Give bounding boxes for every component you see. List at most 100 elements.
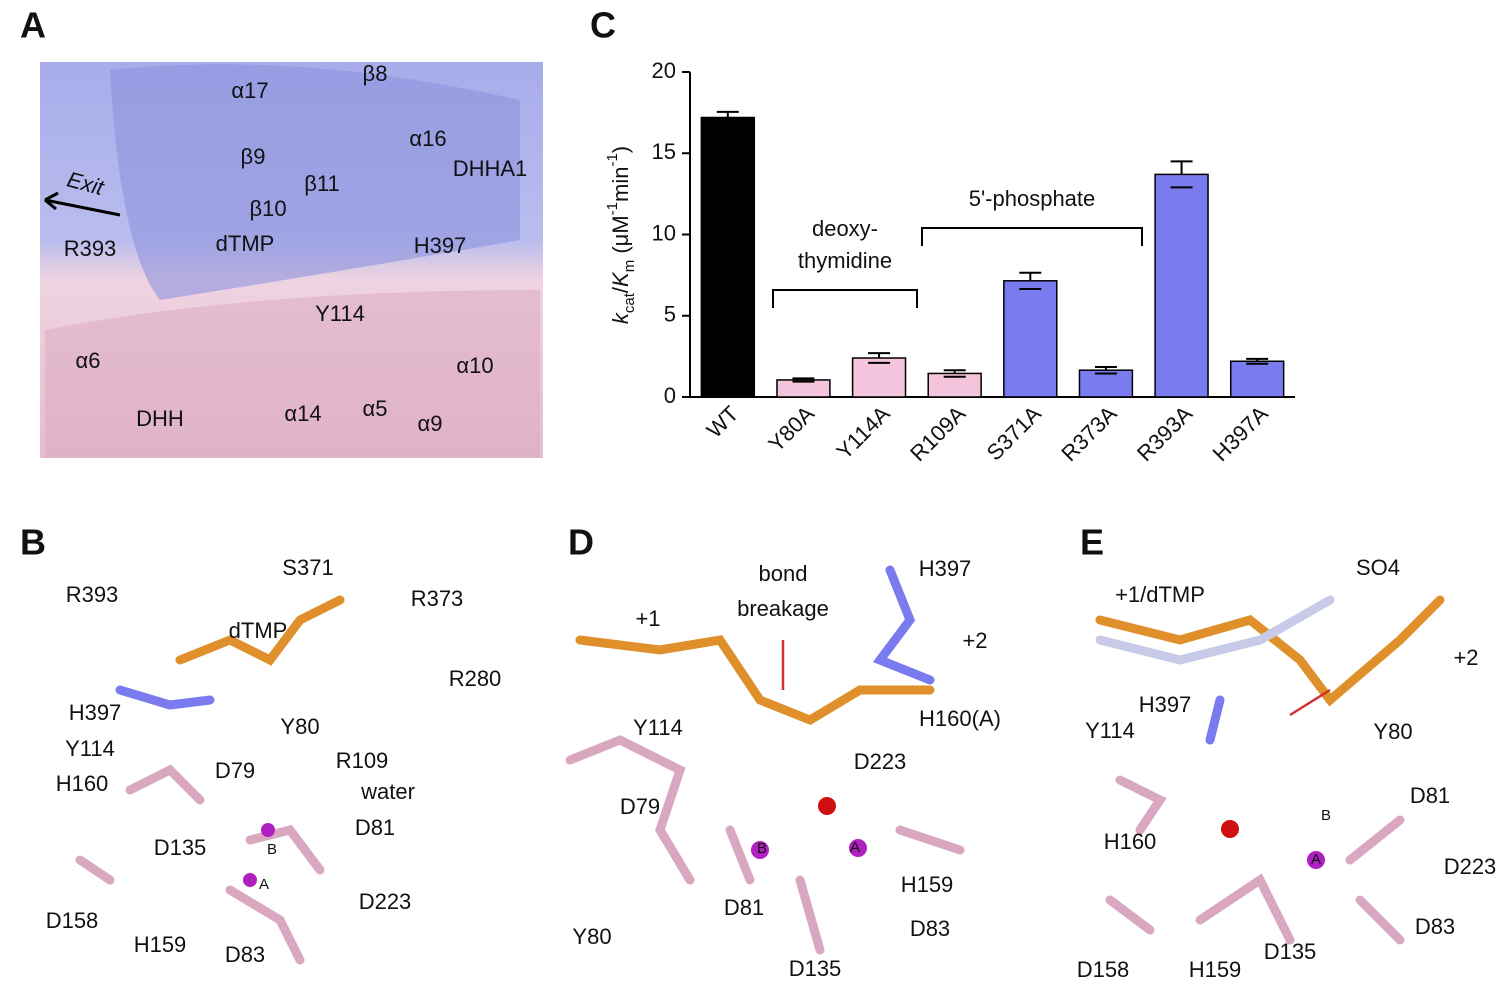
residue-label: D83 bbox=[910, 916, 950, 941]
residue-label: α6 bbox=[76, 348, 101, 373]
residue-label: β9 bbox=[241, 144, 266, 169]
y-label-part: -1 bbox=[604, 153, 621, 166]
dhh-domain bbox=[45, 290, 540, 458]
bar bbox=[1154, 173, 1209, 398]
residue-label: D83 bbox=[1415, 914, 1455, 939]
residue-label: SO4 bbox=[1356, 555, 1400, 580]
x-tick-label: R373A bbox=[1056, 401, 1121, 466]
residue-label: H159 bbox=[1189, 957, 1242, 982]
bar bbox=[1003, 280, 1058, 398]
x-tick-label: Y114A bbox=[831, 401, 894, 464]
residue-label: D81 bbox=[1410, 783, 1450, 808]
residue-label: H397 bbox=[414, 233, 467, 258]
y-label-part: cat bbox=[621, 292, 638, 313]
residue-label: H159 bbox=[134, 932, 187, 957]
red-arrow bbox=[1289, 688, 1331, 717]
y-axis-label: kcat/Km (μM-1min-1) bbox=[604, 146, 638, 324]
residue-label: R393 bbox=[66, 582, 119, 607]
residue-label: Y80 bbox=[280, 714, 319, 739]
residue-label: dTMP bbox=[216, 231, 275, 256]
residue-label: β11 bbox=[304, 171, 340, 196]
exit-arrow bbox=[44, 198, 121, 217]
metal-a bbox=[243, 873, 257, 887]
stick-models bbox=[75, 565, 1445, 965]
y-label-part: min bbox=[608, 167, 633, 202]
residue-label: +1 bbox=[635, 606, 660, 631]
residue-label: α17 bbox=[231, 78, 268, 103]
residue-label: R280 bbox=[449, 666, 502, 691]
dhha1-domain bbox=[110, 64, 520, 301]
residue-label: D223 bbox=[1444, 854, 1497, 879]
residue-label: α10 bbox=[456, 353, 493, 378]
residue-label: D135 bbox=[1264, 939, 1317, 964]
bracket bbox=[921, 227, 1143, 246]
residue-label: R373 bbox=[411, 586, 464, 611]
residue-label: Y80 bbox=[1373, 719, 1412, 744]
residue-label: Y114 bbox=[65, 736, 115, 761]
residue-label: H160 bbox=[1104, 829, 1157, 854]
residue-label: D79 bbox=[620, 794, 660, 819]
metal-a bbox=[849, 839, 867, 857]
bracket bbox=[772, 289, 918, 308]
exit-arrow-head bbox=[44, 191, 59, 211]
residue-label: D135 bbox=[789, 956, 842, 981]
residue-label: D158 bbox=[46, 908, 99, 933]
residue-label: +2 bbox=[1453, 645, 1478, 670]
residue-label: Y114 bbox=[1085, 718, 1135, 743]
residue-label: D83 bbox=[225, 942, 265, 967]
y-tick-label: 10 bbox=[652, 220, 676, 245]
residue-label: DHH bbox=[136, 406, 184, 431]
residue-label: dTMP bbox=[229, 618, 288, 643]
residue-label: R393 bbox=[64, 236, 117, 261]
annotation: 5'-phosphate bbox=[969, 186, 1096, 211]
panel-letter: B bbox=[20, 522, 46, 563]
residue-label: β10 bbox=[249, 196, 286, 221]
metal-b bbox=[261, 823, 275, 837]
y-label-part: ) bbox=[608, 146, 633, 153]
x-tick-label: R393A bbox=[1132, 401, 1197, 466]
panel-letter: D bbox=[568, 522, 594, 563]
residue-label: H397 bbox=[919, 556, 972, 581]
y-label-part: -1 bbox=[604, 202, 621, 215]
y-label-part: m bbox=[621, 260, 638, 273]
annotation: deoxy- bbox=[812, 216, 878, 241]
y-label-part: k bbox=[608, 312, 633, 324]
y-tick-label: 15 bbox=[652, 139, 676, 164]
metal-b bbox=[751, 841, 769, 859]
y-tick-label: 5 bbox=[664, 302, 676, 327]
residue-label: H397 bbox=[1139, 692, 1192, 717]
y-label-part: / bbox=[608, 286, 633, 293]
residue-label: D81 bbox=[355, 815, 395, 840]
residue-label: D158 bbox=[1077, 957, 1130, 982]
residue-label: D81 bbox=[724, 895, 764, 920]
bar bbox=[1229, 360, 1285, 398]
residue-label: DHHA1 bbox=[453, 156, 528, 181]
residue-label: α5 bbox=[363, 396, 388, 421]
residue-label: water bbox=[360, 779, 415, 804]
residue-label: β8 bbox=[363, 61, 388, 86]
residue-label: +2 bbox=[962, 628, 987, 653]
water bbox=[818, 797, 836, 815]
metal-a bbox=[1307, 851, 1325, 869]
residue-label: B bbox=[267, 841, 277, 858]
y-label-part: K bbox=[608, 271, 633, 287]
residue-label: H159 bbox=[901, 872, 954, 897]
residue-label: B bbox=[757, 840, 767, 857]
x-tick-label: Y80A bbox=[763, 401, 819, 457]
residue-label: α14 bbox=[284, 401, 321, 426]
x-tick-label: R109A bbox=[905, 401, 970, 466]
y-tick-label: 0 bbox=[664, 383, 676, 408]
panel-letter: C bbox=[590, 5, 616, 46]
bar bbox=[851, 357, 907, 398]
residue-label: B bbox=[1321, 807, 1331, 824]
residue-label: D79 bbox=[215, 758, 255, 783]
x-tick-label: S371A bbox=[982, 401, 1047, 466]
panel-letter: A bbox=[20, 5, 46, 46]
residue-label: A bbox=[259, 876, 269, 893]
residue-label: α9 bbox=[418, 411, 443, 436]
residue-label: +1/dTMP bbox=[1115, 582, 1205, 607]
bar bbox=[700, 116, 756, 398]
residue-label: S371 bbox=[282, 555, 333, 580]
